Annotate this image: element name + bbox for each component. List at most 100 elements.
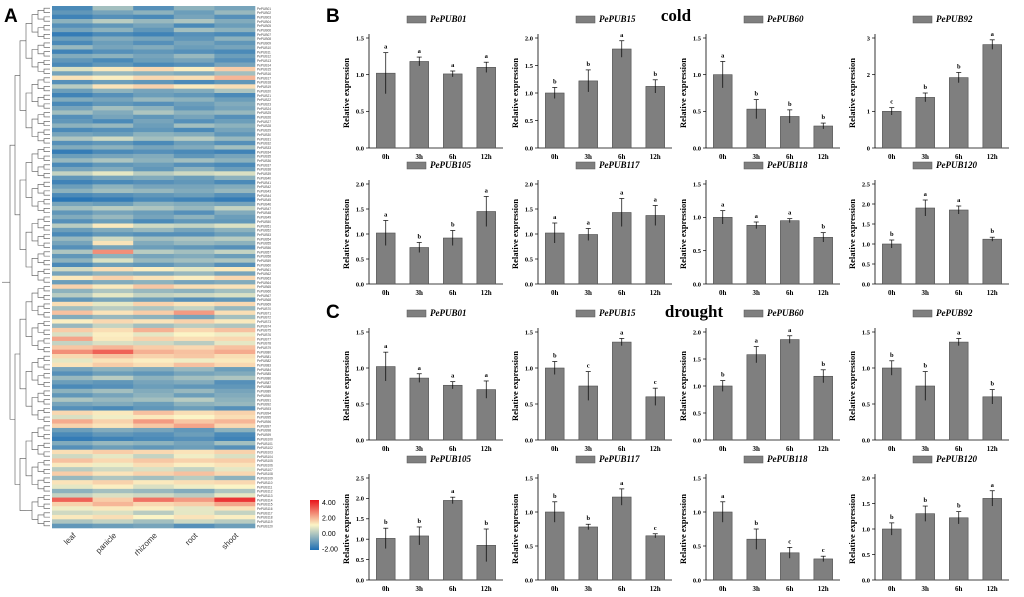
heatmap-cell [92,475,134,481]
heatmap-cell [52,79,93,85]
heatmap-cell [92,136,134,142]
heatmap-cell [214,441,256,446]
heatmap-row-label: PePUB73 [257,320,271,324]
heatmap-cell [52,397,93,403]
significance-letter: b [451,222,455,229]
legend-swatch [912,455,933,464]
gene-name-label: PePUB120 [936,454,977,464]
heatmap-cell [52,284,93,290]
x-tick-label: 12h [481,445,492,453]
heatmap-row-label: PePUB39 [257,172,271,176]
x-tick-label: 3h [416,585,424,593]
dendrogram-branch [37,236,44,246]
heatmap-cell [52,345,93,350]
x-tick-label: 3h [753,153,761,161]
dendrogram-branch [31,223,38,242]
x-tick-label: 12h [650,289,661,297]
heatmap-cell [173,232,215,237]
y-tick-label: 0.5 [525,401,534,408]
heatmap-row-label: PePUB01 [257,7,271,11]
significance-letter: a [485,53,489,60]
heatmap-cell [92,427,134,433]
heatmap-cell [52,110,93,116]
legend-swatch [912,309,933,318]
significance-letter: a [451,488,455,495]
heatmap-cell [214,145,256,150]
bar-panel-drought-pepub01: PePUB01 Relative expression 0.0 0.5 1.0 1.5 a 0… [341,308,503,453]
significance-letter: a [553,214,557,221]
heatmap-cell [92,384,134,390]
heatmap-cell [133,510,175,516]
x-tick-label: 0h [888,289,896,297]
y-tick-label: 0.0 [525,437,533,444]
heatmap-cell [214,110,256,116]
bar [949,77,969,149]
x-tick-label: 6h [955,153,963,161]
colorbar-tick-label: -2.00 [322,547,338,554]
heatmap-cell [173,441,215,446]
heatmap-cell [92,319,134,324]
heatmap-cell [214,375,256,381]
significance-letter: a [418,48,422,55]
heatmap-cell [133,201,175,207]
y-tick-label: 2.0 [862,201,870,208]
heatmap-cell [92,519,134,524]
heatmap-cell [173,327,215,333]
y-tick-label: 1 [867,109,870,116]
heatmap-row-label: PePUB34 [257,150,271,154]
heatmap-row-label: PePUB120 [257,524,273,528]
dendrogram-branch [43,486,50,492]
heatmap-cell [133,145,175,150]
x-tick-label: 12h [481,289,492,297]
y-tick-label: 1.0 [693,72,701,79]
bar-panel-cold-pepub01: PePUB01 Relative expression 0.0 0.5 1.0 1.5 a 0… [341,14,503,161]
heatmap-cell [133,149,175,155]
dendrogram-branch [43,338,50,344]
heatmap-cell [92,62,134,68]
heatmap-row-label: PePUB89 [257,390,271,394]
heatmap-cell [173,193,215,198]
dendrogram-branch [43,207,50,213]
heatmap-cell [214,336,256,342]
dendrogram-branch [43,120,50,126]
heatmap-cell [173,280,215,285]
y-tick-label: 0.0 [862,577,870,584]
heatmap-cell [92,436,134,442]
x-tick-label: 3h [753,585,761,593]
heatmap-row-label: PePUB56 [257,246,271,250]
dendrogram-branch [19,40,26,111]
bar [713,217,733,285]
heatmap-cell [214,158,256,163]
heatmap-cell [214,401,256,407]
heatmap-cell [92,106,134,111]
significance-letter: b [586,515,590,522]
heatmap-row-label: PePUB65 [257,285,271,289]
x-tick-label: 3h [922,153,930,161]
heatmap-cell [133,410,175,416]
heatmap-cell [52,136,93,142]
heatmap-cell [133,327,175,333]
bar [882,243,902,285]
y-tick-label: 1.5 [525,206,534,213]
heatmap-cell [92,253,134,259]
heatmap-cell [173,93,215,98]
heatmap-cell [92,514,134,520]
gene-name-label: PePUB15 [599,14,636,24]
dendrogram-branch [43,416,50,422]
legend-swatch [406,161,427,170]
heatmap-cell [92,58,134,63]
heatmap-cell [133,406,175,411]
heatmap-cell [92,236,134,242]
heatmap-cell [52,262,93,268]
significance-letter: b [923,363,927,370]
heatmap-cell [214,10,256,15]
heatmap-cell [214,114,256,120]
heatmap-row-label: PePUB78 [257,342,271,346]
heatmap-cell [52,354,93,359]
heatmap-cell [133,262,175,268]
heatmap-row-label: PePUB41 [257,181,271,185]
dendrogram-branch [31,327,38,346]
heatmap-cell [92,14,134,20]
heatmap-cell [133,245,175,250]
